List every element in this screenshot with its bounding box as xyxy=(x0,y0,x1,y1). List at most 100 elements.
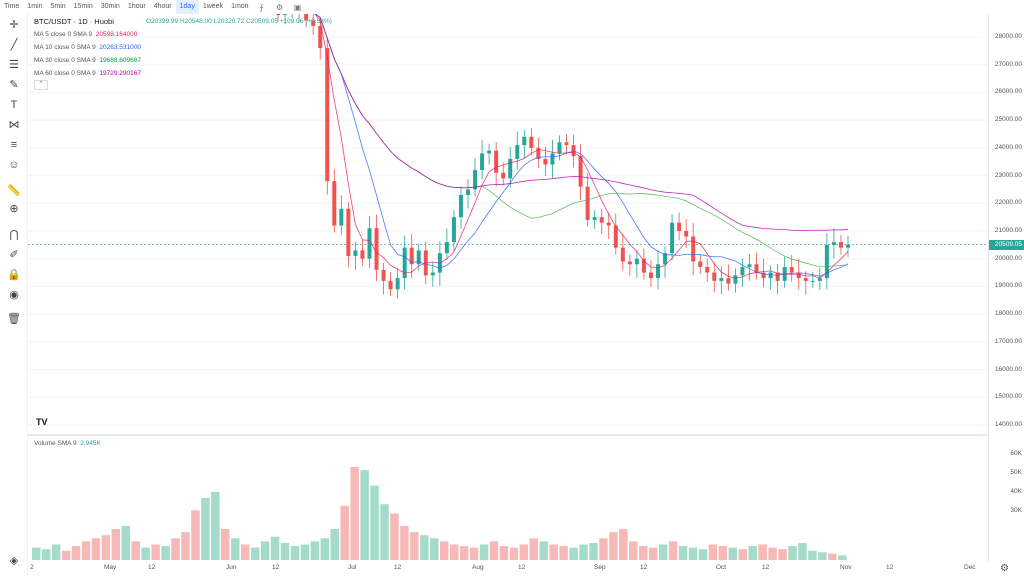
volume-bar xyxy=(300,544,310,560)
price-axis[interactable]: 28000.00 27000.00 26000.00 25000.00 24000.00… xyxy=(988,14,1024,562)
ma-line-10 xyxy=(277,14,849,277)
volume-bar xyxy=(330,529,339,560)
candle-body xyxy=(824,244,829,279)
candle-body xyxy=(367,228,372,259)
candle-body xyxy=(796,272,801,279)
trash-icon[interactable]: 🗑 xyxy=(7,313,21,325)
volume-bar xyxy=(131,541,140,560)
timeframe-15min[interactable]: 15min xyxy=(73,3,93,10)
candle-body xyxy=(775,272,780,281)
indicator-icon[interactable]: ⨍ xyxy=(259,2,264,12)
volume-bar xyxy=(310,541,320,560)
candle-body xyxy=(325,48,330,182)
candle-body xyxy=(311,20,316,26)
volume-bar xyxy=(459,546,469,560)
volume-bar xyxy=(619,529,628,560)
time-tick: 12 xyxy=(640,564,648,571)
price-chart[interactable] xyxy=(28,14,988,562)
legend-ma10: MA 10 close 0 SMA 9 20263.531000 xyxy=(34,44,141,51)
volume-tick: 40K xyxy=(1010,488,1022,495)
time-tick: Jul xyxy=(348,564,357,571)
volume-bar xyxy=(469,547,479,560)
volume-bar xyxy=(280,542,290,560)
volume-tick: 60K xyxy=(1010,450,1022,457)
volume-bar xyxy=(509,547,519,560)
time-tick: May xyxy=(104,564,117,571)
candle-body xyxy=(529,136,534,148)
candle-body xyxy=(747,264,752,268)
timeframe-Time[interactable]: Time xyxy=(4,3,20,10)
legend-ma60: MA 60 close 0 SMA 9 19729.290167 xyxy=(34,70,141,77)
volume-bar xyxy=(718,546,728,560)
volume-bar xyxy=(231,538,240,560)
candle-body xyxy=(726,278,731,284)
volume-bar xyxy=(798,542,807,560)
pattern-icon[interactable]: ⋈ xyxy=(8,119,20,131)
brush-icon[interactable]: ✎ xyxy=(9,79,19,91)
emoji-icon[interactable]: ☺ xyxy=(8,159,20,171)
candle-body xyxy=(810,280,815,282)
lock-icon[interactable]: 🔒 xyxy=(7,269,21,281)
horizontal-lines-icon[interactable]: ☰ xyxy=(9,59,19,71)
eye-icon[interactable]: ◉ xyxy=(9,289,19,301)
volume-bar xyxy=(91,538,101,560)
timeframe-1day[interactable]: 1day xyxy=(175,0,199,14)
candle-body xyxy=(656,264,660,279)
legend-symbol: BTC/USDT · 1D · Huobi xyxy=(34,17,114,26)
volume-bar xyxy=(559,546,568,560)
volume-bar xyxy=(768,547,777,560)
candle-body xyxy=(585,186,590,220)
timeframe-4hour[interactable]: 4hour xyxy=(153,3,172,10)
trend-line-icon[interactable]: ╱ xyxy=(10,39,18,51)
volume-bar xyxy=(778,549,787,560)
time-axis[interactable]: 2 May 12 Jun 12 Jul 12 Aug 12 Sep 12 Oct 12 Nov 12 Dec xyxy=(28,562,988,576)
price-tick: 14000.00 xyxy=(994,421,1022,428)
ruler-icon[interactable]: 📏 xyxy=(7,185,21,197)
candle-body xyxy=(430,272,435,276)
tradingview-logo[interactable]: TV xyxy=(36,417,48,427)
volume-bar xyxy=(698,549,708,560)
volume-bar xyxy=(609,532,618,560)
price-tick: 22000.00 xyxy=(994,199,1022,207)
zoom-icon[interactable]: ⊕ xyxy=(9,203,19,215)
candle-body xyxy=(374,228,379,270)
candle-body xyxy=(402,247,407,279)
timeframe-1week[interactable]: 1week xyxy=(202,3,224,10)
layers-icon[interactable]: ◈ xyxy=(9,555,19,567)
candle-body xyxy=(515,145,520,159)
volume-bar xyxy=(221,529,230,560)
time-tick: Oct xyxy=(716,564,727,571)
magnet-icon[interactable]: ⋂ xyxy=(9,229,19,241)
candle-body xyxy=(494,150,499,173)
volume-tick: 30K xyxy=(1010,507,1022,514)
candle-body xyxy=(388,280,393,290)
settings-gear-icon[interactable]: ⚙ xyxy=(275,2,284,12)
fib-icon[interactable]: ≡ xyxy=(10,139,18,151)
time-tick: Nov xyxy=(840,564,852,571)
collapse-legend-button[interactable]: ⌃ xyxy=(34,80,48,90)
settings-icon[interactable]: ⚙ xyxy=(1000,563,1009,574)
legend-ma5: MA 5 close 0 SMA 9 20598.164000 xyxy=(34,31,138,38)
lock-drawings-icon[interactable]: ✐ xyxy=(9,249,19,261)
candle-body xyxy=(550,153,555,165)
timeframe-1hour[interactable]: 1hour xyxy=(127,3,146,10)
volume-bar xyxy=(529,538,539,560)
timeframe-1min[interactable]: 1min xyxy=(27,3,43,10)
volume-bar xyxy=(260,541,270,560)
candle-body xyxy=(684,231,689,237)
timeframe-5min[interactable]: 5min xyxy=(50,3,66,10)
volume-bar xyxy=(240,544,250,560)
crosshair-icon[interactable]: ✛ xyxy=(9,19,19,31)
timeframe-30min[interactable]: 30min xyxy=(100,3,120,10)
candle-body xyxy=(466,189,470,195)
volume-bar xyxy=(758,544,767,560)
legend-volume: Volume SMA 9 2.945K xyxy=(34,440,101,447)
volume-bar xyxy=(41,549,51,560)
snapshot-icon[interactable]: ▣ xyxy=(293,2,302,12)
timeframe-1mon[interactable]: 1mon xyxy=(231,3,249,10)
candle-body xyxy=(353,250,358,256)
legend-ma30: MA 30 close 0 SMA 9 19688.609667 xyxy=(34,57,141,64)
time-tick: 12 xyxy=(148,564,156,571)
text-icon[interactable]: T xyxy=(10,99,18,111)
volume-bar xyxy=(32,547,41,560)
